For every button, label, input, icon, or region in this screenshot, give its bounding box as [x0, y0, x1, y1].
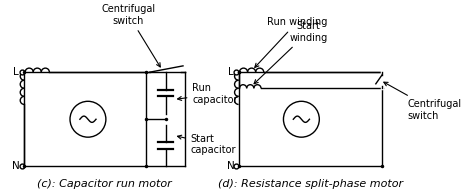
Text: N: N: [12, 161, 20, 171]
Text: (d): Resistance split-phase motor: (d): Resistance split-phase motor: [218, 179, 403, 189]
Text: Centrifugal
switch: Centrifugal switch: [101, 4, 160, 67]
Text: Run winding: Run winding: [255, 17, 327, 67]
Text: Centrifugal
switch: Centrifugal switch: [384, 82, 461, 121]
Text: Run
capacitor: Run capacitor: [178, 83, 238, 105]
Text: L: L: [13, 67, 19, 77]
Text: L: L: [228, 67, 233, 77]
Text: (c): Capacitor run motor: (c): Capacitor run motor: [37, 179, 172, 189]
Text: Start
winding: Start winding: [254, 21, 328, 84]
Text: Start
capacitor: Start capacitor: [177, 133, 236, 155]
Text: N: N: [227, 161, 235, 171]
